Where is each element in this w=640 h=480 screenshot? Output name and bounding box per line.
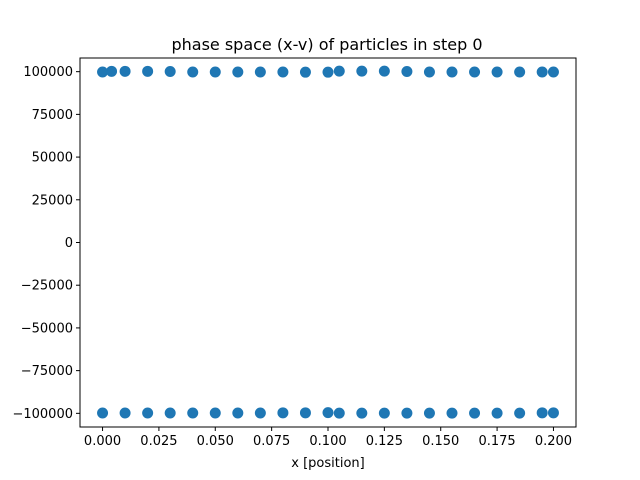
x-tick-label: 0.025 — [140, 434, 177, 449]
scatter-point — [187, 66, 199, 78]
x-tick-label: 0.200 — [535, 434, 572, 449]
scatter-point — [164, 407, 176, 419]
scatter-point — [277, 407, 289, 419]
scatter-point — [491, 66, 503, 78]
scatter-point — [97, 407, 109, 419]
scatter-point — [142, 407, 154, 419]
scatter-point — [514, 407, 526, 419]
scatter-point — [333, 65, 345, 77]
scatter-point — [187, 407, 199, 419]
scatter-point — [322, 407, 334, 419]
scatter-point — [254, 66, 266, 78]
x-axis-label: x [position] — [291, 456, 364, 471]
scatter-point — [106, 65, 118, 77]
scatter-point — [164, 66, 176, 77]
chart-title: phase space (x-v) of particles in step 0 — [171, 35, 482, 54]
x-tick-label: 0.125 — [366, 434, 403, 449]
scatter-point — [232, 407, 244, 419]
x-tick-label: 0.100 — [309, 434, 346, 449]
scatter-point — [209, 66, 221, 78]
y-tick-label: 75000 — [32, 108, 73, 123]
scatter-point — [378, 65, 390, 77]
x-tick-label: 0.000 — [84, 434, 121, 449]
scatter-point — [514, 66, 526, 78]
scatter-point — [232, 66, 244, 78]
scatter-point — [299, 407, 311, 419]
x-tick-label: 0.050 — [197, 434, 234, 449]
y-tick-label: 50000 — [32, 151, 73, 166]
scatter-point — [423, 66, 435, 78]
y-tick-label: −100000 — [12, 407, 73, 422]
scatter-point — [97, 66, 109, 78]
scatter-point — [119, 407, 131, 419]
y-tick-label: −25000 — [21, 279, 73, 294]
x-tick-label: 0.175 — [478, 434, 515, 449]
y-tick-label: 0 — [65, 236, 73, 251]
scatter-point — [446, 407, 458, 419]
axes-frame — [79, 57, 577, 428]
y-tick-label: 25000 — [32, 193, 73, 208]
scatter-point — [299, 66, 311, 78]
x-tick-label: 0.075 — [253, 434, 290, 449]
y-tick-label: −75000 — [21, 364, 73, 379]
y-tick-label: −50000 — [21, 321, 73, 336]
scatter-point — [536, 66, 548, 78]
scatter-point — [469, 66, 481, 78]
scatter-point — [254, 407, 266, 419]
scatter-point — [322, 66, 334, 78]
scatter-point — [547, 66, 559, 78]
scatter-point — [356, 407, 368, 419]
scatter-point — [356, 65, 368, 77]
scatter-point — [491, 407, 503, 419]
scatter-point — [536, 407, 548, 419]
scatter-point — [333, 407, 345, 419]
scatter-point — [209, 407, 221, 419]
scatter-point — [142, 65, 154, 77]
scatter-point — [401, 66, 413, 77]
scatter-point — [423, 407, 435, 419]
scatter-point — [469, 407, 481, 419]
plot-area: 0.000 0.025 0.050 0.075 0.100 0.125 0.150 0.175… — [12, 65, 572, 449]
x-tick-label: 0.150 — [422, 434, 459, 449]
scatter-point — [119, 65, 131, 77]
y-tick-label: 100000 — [23, 65, 73, 80]
scatter-point — [378, 407, 390, 419]
scatter-point — [277, 66, 289, 78]
scatter-point — [446, 66, 458, 78]
scatter-point — [547, 407, 559, 419]
scatter-point — [401, 407, 413, 419]
